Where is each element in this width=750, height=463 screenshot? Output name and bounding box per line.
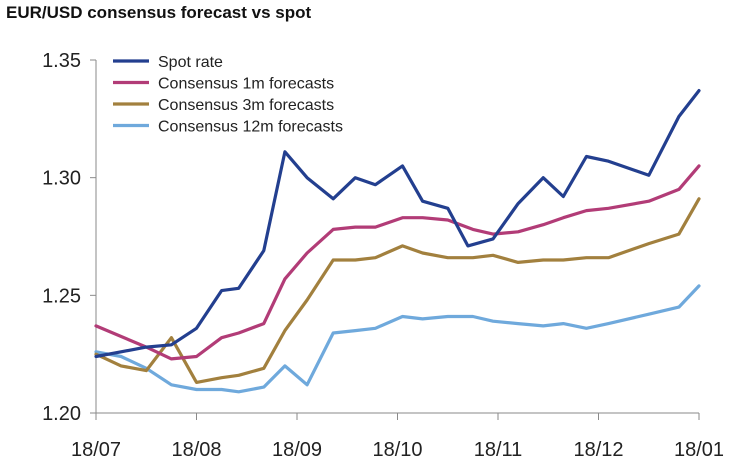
- chart-axes: 1.35 1.30 1.25 1.20 18/07 18/08 18/09 18/10 18/1…: [42, 50, 724, 461]
- chart-title: EUR/USD consensus forecast vs spot: [6, 3, 312, 22]
- legend: Spot rate Consensus 1m forecasts Consensus…: [113, 54, 343, 136]
- legend-label: Consensus 12m forecasts: [158, 119, 343, 136]
- y-tick-label: 1.25: [42, 285, 81, 307]
- x-tick-label: 18/09: [272, 439, 322, 461]
- x-tick-label: 18/12: [573, 439, 623, 461]
- y-tick-label: 1.20: [42, 403, 81, 425]
- x-tick-label: 18/07: [71, 439, 121, 461]
- x-tick-label: 18/11: [474, 439, 523, 461]
- x-tick-label: 18/08: [171, 439, 221, 461]
- series-line-1: [94, 164, 701, 361]
- series-lines: [94, 88, 701, 394]
- legend-label: Spot rate: [158, 54, 223, 71]
- y-tick-label: 1.35: [42, 50, 81, 72]
- x-tick-label: 18/01: [674, 439, 724, 461]
- series-line-2: [94, 197, 701, 384]
- legend-label: Consensus 1m forecasts: [158, 76, 334, 93]
- series-line-3: [94, 284, 701, 394]
- series-line-0: [94, 88, 701, 359]
- y-tick-label: 1.30: [42, 168, 81, 190]
- legend-label: Consensus 3m forecasts: [158, 97, 334, 114]
- x-tick-label: 18/10: [372, 439, 422, 461]
